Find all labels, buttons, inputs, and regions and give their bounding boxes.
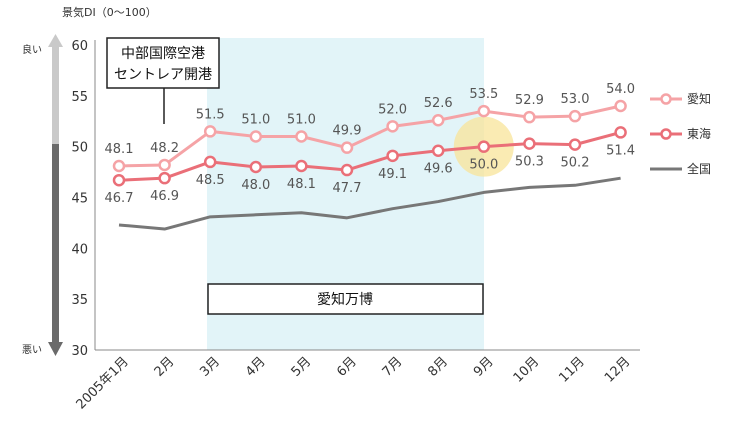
airport-box	[106, 37, 220, 89]
data-point	[523, 110, 536, 124]
data-label: 49.6	[424, 162, 453, 177]
x-tick-label: 2月	[152, 354, 178, 380]
data-point	[568, 138, 582, 151]
legend-marker	[660, 93, 672, 105]
data-label: 52.0	[378, 102, 407, 117]
arrow-down-icon	[48, 342, 63, 356]
x-tick-label: 8月	[425, 354, 451, 380]
series-line	[118, 104, 621, 168]
data-label: 51.5	[196, 107, 225, 122]
legend-label: 全国	[687, 161, 711, 176]
x-tick-label: 10月	[511, 354, 542, 385]
data-label: 51.0	[241, 113, 270, 128]
data-point	[249, 160, 263, 174]
data-point	[431, 144, 445, 157]
data-point	[614, 99, 627, 113]
data-point	[203, 125, 217, 138]
data-label: 51.4	[606, 143, 635, 158]
data-point	[568, 109, 582, 123]
y-tick-label: 50	[71, 141, 88, 156]
data-point	[477, 140, 491, 153]
series-lines	[112, 99, 627, 231]
y-tick-label: 45	[71, 192, 88, 207]
data-label: 49.1	[378, 167, 407, 182]
airport-line-1: 中部国際空港	[121, 46, 205, 62]
x-tick-label: 6月	[334, 354, 360, 380]
airport-line-2: セントレア開港	[114, 67, 212, 83]
good-zone-bar	[52, 46, 59, 144]
expo-annotation: 愛知万博	[207, 283, 484, 315]
data-point	[203, 155, 217, 169]
data-label: 48.1	[287, 177, 316, 192]
legend-marker	[660, 128, 672, 140]
data-label: 50.2	[561, 156, 590, 171]
expo-box	[207, 283, 484, 315]
data-label: 48.2	[150, 141, 179, 156]
data-point	[386, 120, 399, 133]
x-tick-label: 12月	[602, 354, 633, 385]
data-point	[340, 141, 354, 154]
data-label: 52.9	[515, 93, 544, 108]
good-label: 良い	[22, 43, 42, 56]
legend-label: 愛知	[687, 92, 711, 106]
y-ticks: 30 35 40 45 50 55 60	[71, 39, 88, 359]
data-label: 53.5	[469, 87, 498, 102]
data-point	[614, 126, 627, 139]
data-label: 48.1	[105, 142, 134, 157]
data-point	[295, 159, 308, 173]
bad-zone-bar	[52, 144, 59, 342]
data-label: 50.3	[515, 155, 544, 170]
data-label: 50.0	[469, 158, 498, 173]
data-labels: 48.1 48.2 51.5 51.0 51.0 49.9 52.0 52.6 53.5 52.9…	[105, 82, 636, 206]
data-label: 48.5	[196, 173, 225, 188]
data-point	[340, 163, 354, 177]
y-tick-label: 40	[71, 242, 88, 257]
series-line	[118, 130, 621, 182]
data-point	[158, 171, 171, 185]
legend-label: 東海	[687, 126, 711, 141]
data-point	[295, 130, 308, 143]
x-tick-label: 7月	[380, 354, 406, 380]
bad-label: 悪い	[22, 344, 42, 356]
data-label: 52.6	[424, 96, 453, 111]
data-label: 46.9	[150, 189, 179, 204]
data-label: 46.7	[105, 191, 134, 206]
data-label: 51.0	[287, 113, 316, 128]
data-label: 53.0	[561, 92, 590, 107]
data-point	[477, 104, 491, 118]
data-point	[386, 149, 399, 163]
x-tick-label: 3月	[197, 354, 223, 380]
x-ticks: 2005年1月 2月 3月 4月 5月 6月 7月 8月 9月 10月 11月 12月	[74, 354, 634, 412]
data-point	[112, 173, 126, 187]
data-point	[431, 113, 445, 127]
y-tick-label: 35	[71, 293, 88, 308]
data-point	[249, 130, 263, 143]
x-tick-label: 5月	[289, 354, 315, 380]
series-line	[118, 176, 621, 231]
data-label: 49.9	[333, 124, 362, 139]
unit-label: 景気DI（0～100）	[62, 5, 157, 19]
x-tick-label: 9月	[471, 354, 497, 380]
sentiment-scale: 良い 悪い	[22, 34, 63, 356]
x-tick-label: 2005年1月	[74, 354, 132, 412]
x-tick-label: 11月	[556, 354, 587, 385]
y-tick-label: 60	[71, 39, 88, 54]
airport-annotation: 中部国際空港 セントレア開港	[106, 37, 220, 124]
x-tick-label: 4月	[243, 354, 269, 380]
data-point	[112, 159, 126, 173]
data-point	[523, 137, 536, 150]
y-tick-label: 30	[71, 344, 88, 359]
y-tick-label: 55	[71, 90, 88, 105]
data-label: 48.0	[241, 178, 270, 193]
expo-label: 愛知万博	[317, 291, 373, 308]
arrow-up-icon	[48, 34, 63, 47]
data-label: 47.7	[333, 181, 362, 196]
data-point	[158, 158, 171, 172]
data-label: 54.0	[606, 82, 635, 97]
